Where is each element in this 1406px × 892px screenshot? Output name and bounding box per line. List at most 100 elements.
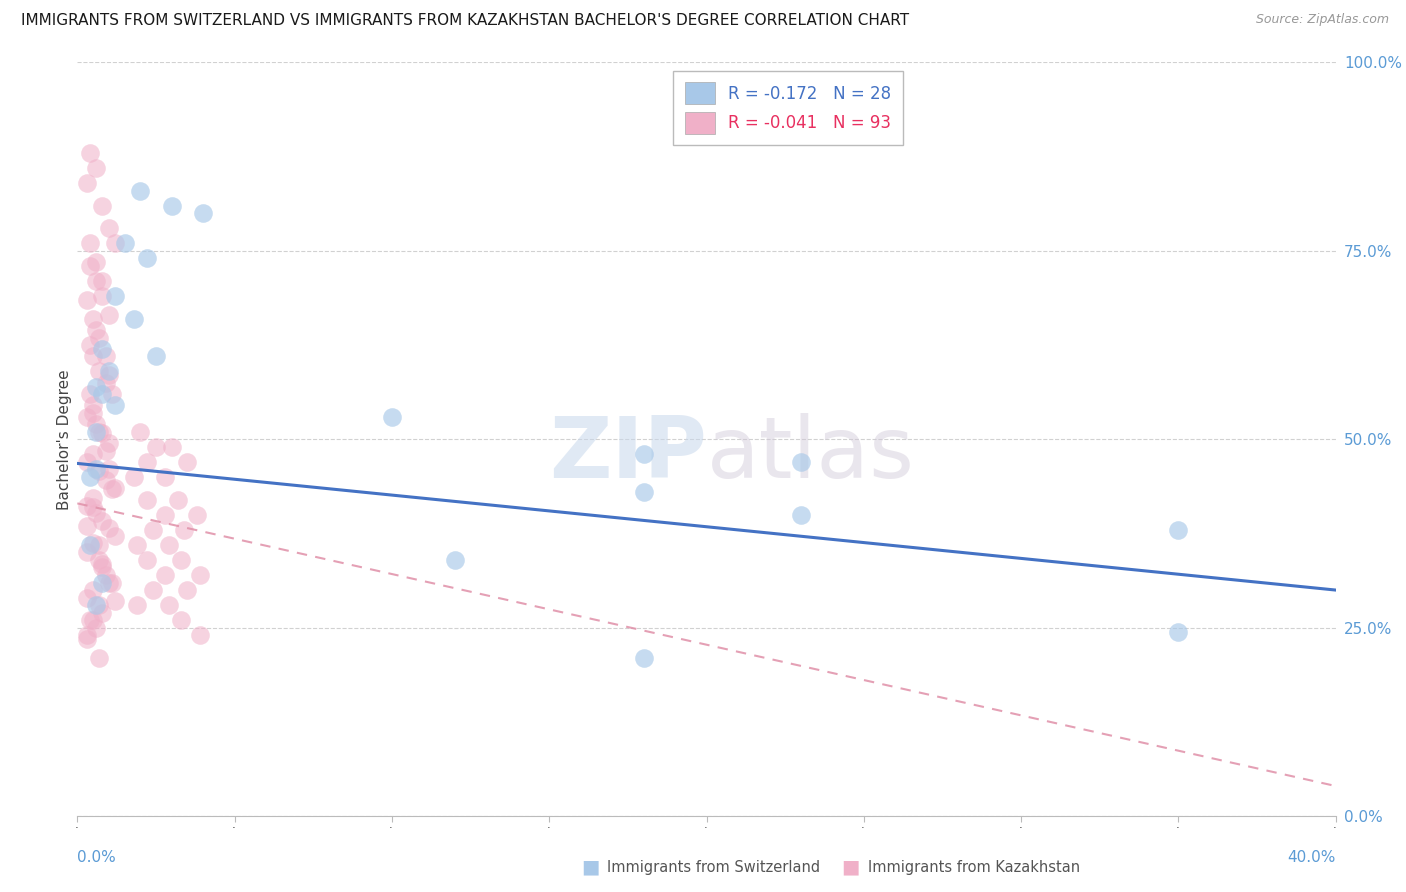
Point bbox=[155, 568, 177, 582]
Point bbox=[170, 553, 193, 567]
Point bbox=[76, 499, 98, 513]
Point bbox=[155, 470, 177, 484]
Point bbox=[94, 568, 117, 582]
Point bbox=[79, 338, 101, 352]
Point bbox=[89, 464, 111, 478]
Point bbox=[94, 350, 117, 364]
Point bbox=[97, 436, 120, 450]
Point bbox=[84, 274, 107, 288]
Point bbox=[84, 379, 107, 393]
Point bbox=[135, 455, 157, 469]
Point bbox=[84, 598, 107, 612]
Point bbox=[82, 350, 104, 364]
Point bbox=[97, 521, 120, 535]
Point bbox=[79, 538, 101, 552]
Legend: R = -0.172   N = 28, R = -0.041   N = 93: R = -0.172 N = 28, R = -0.041 N = 93 bbox=[673, 70, 903, 145]
Text: Immigrants from Kazakhstan: Immigrants from Kazakhstan bbox=[868, 860, 1080, 874]
Text: ■: ■ bbox=[581, 857, 600, 877]
Point bbox=[82, 583, 104, 598]
Point bbox=[176, 455, 198, 469]
Text: 0.0%: 0.0% bbox=[77, 850, 117, 865]
Point bbox=[633, 651, 655, 665]
Point bbox=[173, 523, 195, 537]
Point bbox=[79, 613, 101, 627]
Point bbox=[91, 274, 114, 288]
Point bbox=[122, 311, 145, 326]
Point bbox=[84, 462, 107, 476]
Point bbox=[97, 462, 120, 476]
Point bbox=[82, 500, 104, 515]
Point bbox=[444, 553, 467, 567]
Point bbox=[91, 557, 114, 571]
Point bbox=[160, 199, 183, 213]
Text: Immigrants from Switzerland: Immigrants from Switzerland bbox=[607, 860, 821, 874]
Point bbox=[101, 387, 124, 401]
Point bbox=[101, 575, 124, 590]
Point bbox=[122, 470, 145, 484]
Point bbox=[79, 236, 101, 251]
Point bbox=[76, 545, 98, 559]
Point bbox=[1167, 523, 1189, 537]
Point bbox=[82, 398, 104, 412]
Point bbox=[91, 289, 114, 303]
Point bbox=[94, 443, 117, 458]
Point bbox=[79, 387, 101, 401]
Point bbox=[89, 553, 111, 567]
Point bbox=[127, 538, 149, 552]
Point bbox=[145, 440, 167, 454]
Point bbox=[104, 481, 127, 495]
Point bbox=[104, 236, 127, 251]
Point bbox=[76, 632, 98, 646]
Point bbox=[76, 455, 98, 469]
Point bbox=[135, 252, 157, 266]
Point bbox=[89, 538, 111, 552]
Point bbox=[89, 330, 111, 344]
Text: Source: ZipAtlas.com: Source: ZipAtlas.com bbox=[1256, 13, 1389, 27]
Point bbox=[129, 425, 152, 439]
Point bbox=[89, 598, 111, 612]
Point bbox=[89, 364, 111, 378]
Point bbox=[82, 613, 104, 627]
Text: atlas: atlas bbox=[707, 413, 914, 496]
Point bbox=[91, 560, 114, 574]
Point bbox=[84, 425, 107, 439]
Point bbox=[160, 440, 183, 454]
Point bbox=[633, 485, 655, 500]
Point bbox=[82, 311, 104, 326]
Point bbox=[135, 492, 157, 507]
Point bbox=[94, 473, 117, 487]
Point bbox=[157, 598, 180, 612]
Point bbox=[176, 583, 198, 598]
Point bbox=[167, 492, 190, 507]
Point bbox=[145, 350, 167, 364]
Text: ZIP: ZIP bbox=[548, 413, 707, 496]
Text: 40.0%: 40.0% bbox=[1288, 850, 1336, 865]
Point bbox=[104, 398, 127, 412]
Point bbox=[91, 426, 114, 441]
Point bbox=[84, 255, 107, 269]
Point bbox=[97, 308, 120, 322]
Point bbox=[91, 514, 114, 528]
Point bbox=[790, 508, 813, 522]
Point bbox=[84, 417, 107, 432]
Point bbox=[79, 470, 101, 484]
Point bbox=[188, 628, 211, 642]
Point bbox=[104, 289, 127, 303]
Point bbox=[129, 184, 152, 198]
Point bbox=[91, 575, 114, 590]
Point bbox=[76, 409, 98, 424]
Point bbox=[84, 506, 107, 520]
Point bbox=[84, 161, 107, 175]
Point bbox=[91, 342, 114, 356]
Point bbox=[79, 145, 101, 160]
Point bbox=[97, 575, 120, 590]
Point bbox=[76, 628, 98, 642]
Point bbox=[142, 523, 165, 537]
Point bbox=[97, 364, 120, 378]
Point bbox=[94, 376, 117, 390]
Point bbox=[91, 606, 114, 620]
Point bbox=[104, 529, 127, 543]
Point bbox=[191, 206, 215, 220]
Point bbox=[155, 508, 177, 522]
Point bbox=[142, 583, 165, 598]
